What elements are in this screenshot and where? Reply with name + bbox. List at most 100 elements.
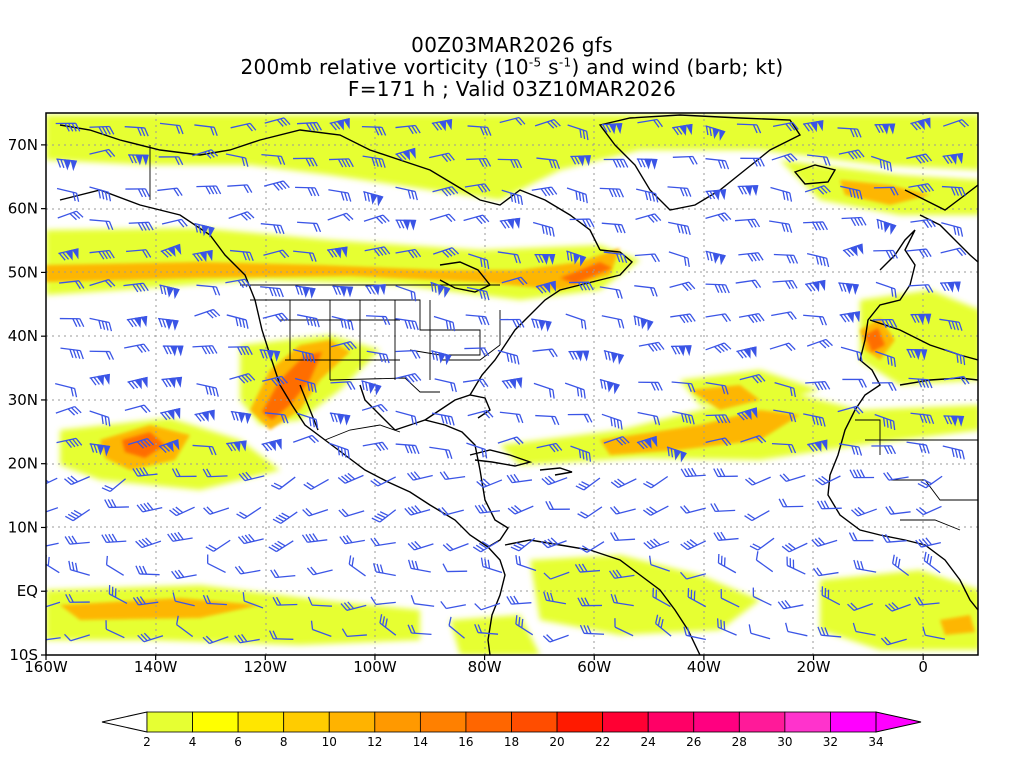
colorbar-swatch [192,711,239,733]
colorbar-label: 4 [189,735,197,749]
wind-barb [608,569,635,579]
wind-barb [439,471,466,480]
wind-barb [534,119,561,129]
lon-tick-label: 140W [134,658,178,676]
wind-barb [123,282,149,293]
wind-barb [532,348,558,358]
wind-barb [169,506,195,517]
wind-barb [329,412,351,426]
wind-barb [847,602,874,611]
map-frame [45,112,979,656]
lat-tick-label: 30N [8,391,38,409]
wind-barb [679,505,706,514]
wind-barb [652,587,671,608]
wind-barb [910,412,935,425]
wind-barb [567,413,593,423]
wind-barb [136,502,163,513]
wind-barb [579,541,605,553]
wind-barb [431,350,452,366]
wind-barb [431,118,453,132]
wind-barb [736,407,758,421]
wind-barb [370,537,396,547]
coastlines [59,114,978,655]
wind-barb [203,506,230,515]
wind-barb [849,469,875,479]
wind-barb [135,565,160,576]
colorbar-swatch [237,711,285,733]
wind-barb [713,468,738,478]
wind-barb [609,506,636,515]
wind-barb [338,508,365,518]
wind-barb [510,537,536,552]
wind-barb [535,414,560,426]
wind-barb [448,616,465,639]
wind-barb [943,119,969,128]
wind-barb [603,158,629,168]
wind-barb [159,284,180,300]
wind-barb [126,249,152,259]
wind-barb [637,411,661,426]
lat-tick-label: 50N [8,263,38,281]
wind-barb [497,436,524,445]
wind-barb [293,349,316,364]
wind-barb [410,595,435,607]
wind-barb [543,571,570,580]
wind-barb [46,554,60,574]
lon-tick-label: 20W [797,658,831,676]
lat-tick-label: 70N [8,136,38,154]
wind-barb [541,475,568,486]
wind-barb [636,435,658,450]
wind-barb [105,620,125,639]
wind-barb [395,248,422,259]
wind-barb [466,286,490,301]
wind-barb [705,342,732,354]
wind-barb [59,317,85,328]
wind-barb [533,382,555,399]
wind-barb [326,246,348,259]
wind-barb [755,551,774,573]
wind-barb [838,149,865,160]
wind-barb [395,285,417,302]
wind-barb [404,505,431,516]
wind-barb [127,376,148,390]
wind-barb [132,596,159,606]
wind-barb [229,249,254,261]
wind-barb [680,539,707,551]
wind-barb [774,381,797,398]
wind-barb [837,405,864,415]
wind-barb [236,506,262,520]
wind-barb [821,586,841,606]
wind-barb [841,216,867,227]
wind-barb [370,476,396,487]
wind-barb [738,313,765,324]
wind-barb [46,538,59,549]
wind-barb [671,381,696,393]
wind-barb [531,186,558,197]
wind-barb [670,313,696,324]
wind-barb [474,624,499,635]
wind-barb [668,221,691,236]
wind-barb [64,633,90,642]
wind-barb [297,412,319,429]
colorbar-label: 10 [322,735,337,749]
wind-barb [192,249,213,263]
wind-barb [610,532,636,542]
wind-barb [89,410,111,427]
wind-barb [740,434,767,444]
wind-barb [680,467,706,478]
wind-barb [499,217,521,230]
wind-barb [55,405,82,416]
wind-barb [603,436,630,446]
wind-barb [569,218,595,228]
lon-tick-label: 0 [918,658,928,676]
wind-barb [772,279,798,290]
wind-barb [575,477,601,491]
wind-barb [407,471,433,481]
wind-barb [771,311,797,321]
wind-barb [579,624,605,635]
wind-barb [395,349,421,359]
wind-barb [56,437,83,448]
wind-barb [263,249,290,259]
wind-barb [917,475,943,489]
wind-barb [806,252,830,268]
